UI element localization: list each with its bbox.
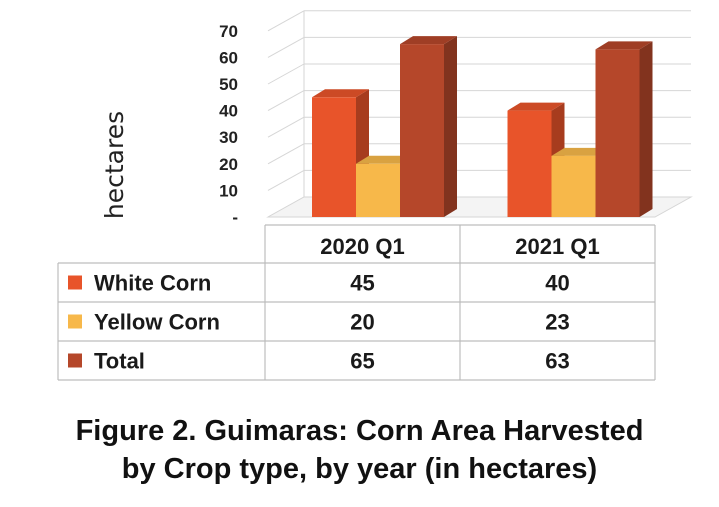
bar-top [312,89,369,98]
table-cell-value: 45 [350,271,374,296]
bar [595,41,653,217]
y-axis-ticks: - 10 20 30 40 50 60 70 [219,22,238,227]
gridline-diagonal [267,10,305,32]
bar-front [551,155,596,217]
y-tick-label: 70 [219,22,238,41]
bar [400,36,457,217]
bar-top [400,36,457,45]
bars [312,36,653,217]
bar-front [356,163,400,217]
chart: - 10 20 30 40 50 60 70 hectares 2020 Q1 2021 Q1 Whi… [57,10,693,381]
y-tick-label: - [232,208,238,227]
figure-caption: Figure 2. Guimaras: Corn Area Harvested … [0,412,719,488]
legend-swatch [68,275,82,290]
bar-front [400,44,444,217]
table-header-category: 2021 Q1 [515,234,599,259]
gridline-diagonal [267,169,305,191]
table-cell-value: 20 [350,310,374,335]
y-tick-label: 60 [219,48,238,67]
bar-front [595,49,640,217]
table-cell-value: 40 [545,271,569,296]
gridline-diagonal [267,143,305,165]
table-cell-value: 63 [545,349,569,374]
bar-front [507,110,552,217]
y-tick-label: 40 [219,102,238,121]
bar-top [551,147,609,156]
table-row-label: Total [94,349,145,374]
gridline-diagonal [267,63,305,85]
y-axis-label: hectares [100,111,129,219]
bar-front [312,97,356,217]
bar-top [595,41,653,50]
bar-top [507,102,565,111]
bar-side [639,41,653,217]
y-tick-label: 50 [219,75,238,94]
bar-top [356,155,413,164]
legend-swatch [68,353,82,368]
caption-line-1: Figure 2. Guimaras: Corn Area Harvested [75,415,644,447]
table-cell-value: 23 [545,310,569,335]
table-row-label: Yellow Corn [94,310,220,335]
bar [507,102,565,217]
table-header-category: 2020 Q1 [320,234,404,259]
bar [312,89,369,217]
bar-side [444,36,457,217]
y-tick-label: 20 [219,155,238,174]
table-cell-value: 65 [350,349,374,374]
gridline-diagonal [267,90,305,112]
table-row-label: White Corn [94,271,211,296]
caption-line-2: by Crop type, by year (in hectares) [121,453,598,485]
data-table: 2020 Q1 2021 Q1 White Corn 45 40 Yellow Corn 2… [57,224,656,381]
legend-swatch [68,314,82,329]
gridline-diagonal [267,36,305,58]
y-tick-label: 10 [219,181,238,200]
y-tick-label: 30 [219,128,238,147]
gridline-diagonal [267,116,305,138]
